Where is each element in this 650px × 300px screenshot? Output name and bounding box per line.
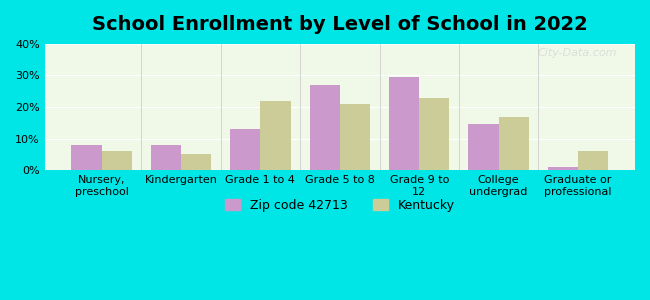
Bar <box>340 104 370 170</box>
Bar <box>151 145 181 170</box>
Title: School Enrollment by Level of School in 2022: School Enrollment by Level of School in … <box>92 15 588 34</box>
Bar <box>389 77 419 170</box>
Bar <box>548 167 578 170</box>
Bar <box>309 85 340 170</box>
Bar <box>261 101 291 170</box>
Bar <box>181 154 211 170</box>
Bar <box>578 151 608 170</box>
Text: City-Data.com: City-Data.com <box>538 48 618 58</box>
Bar <box>499 116 528 170</box>
Bar <box>469 124 499 170</box>
Bar <box>72 145 101 170</box>
Bar <box>419 98 449 170</box>
Bar <box>101 151 132 170</box>
Legend: Zip code 42713, Kentucky: Zip code 42713, Kentucky <box>220 194 460 217</box>
Bar <box>230 129 261 170</box>
